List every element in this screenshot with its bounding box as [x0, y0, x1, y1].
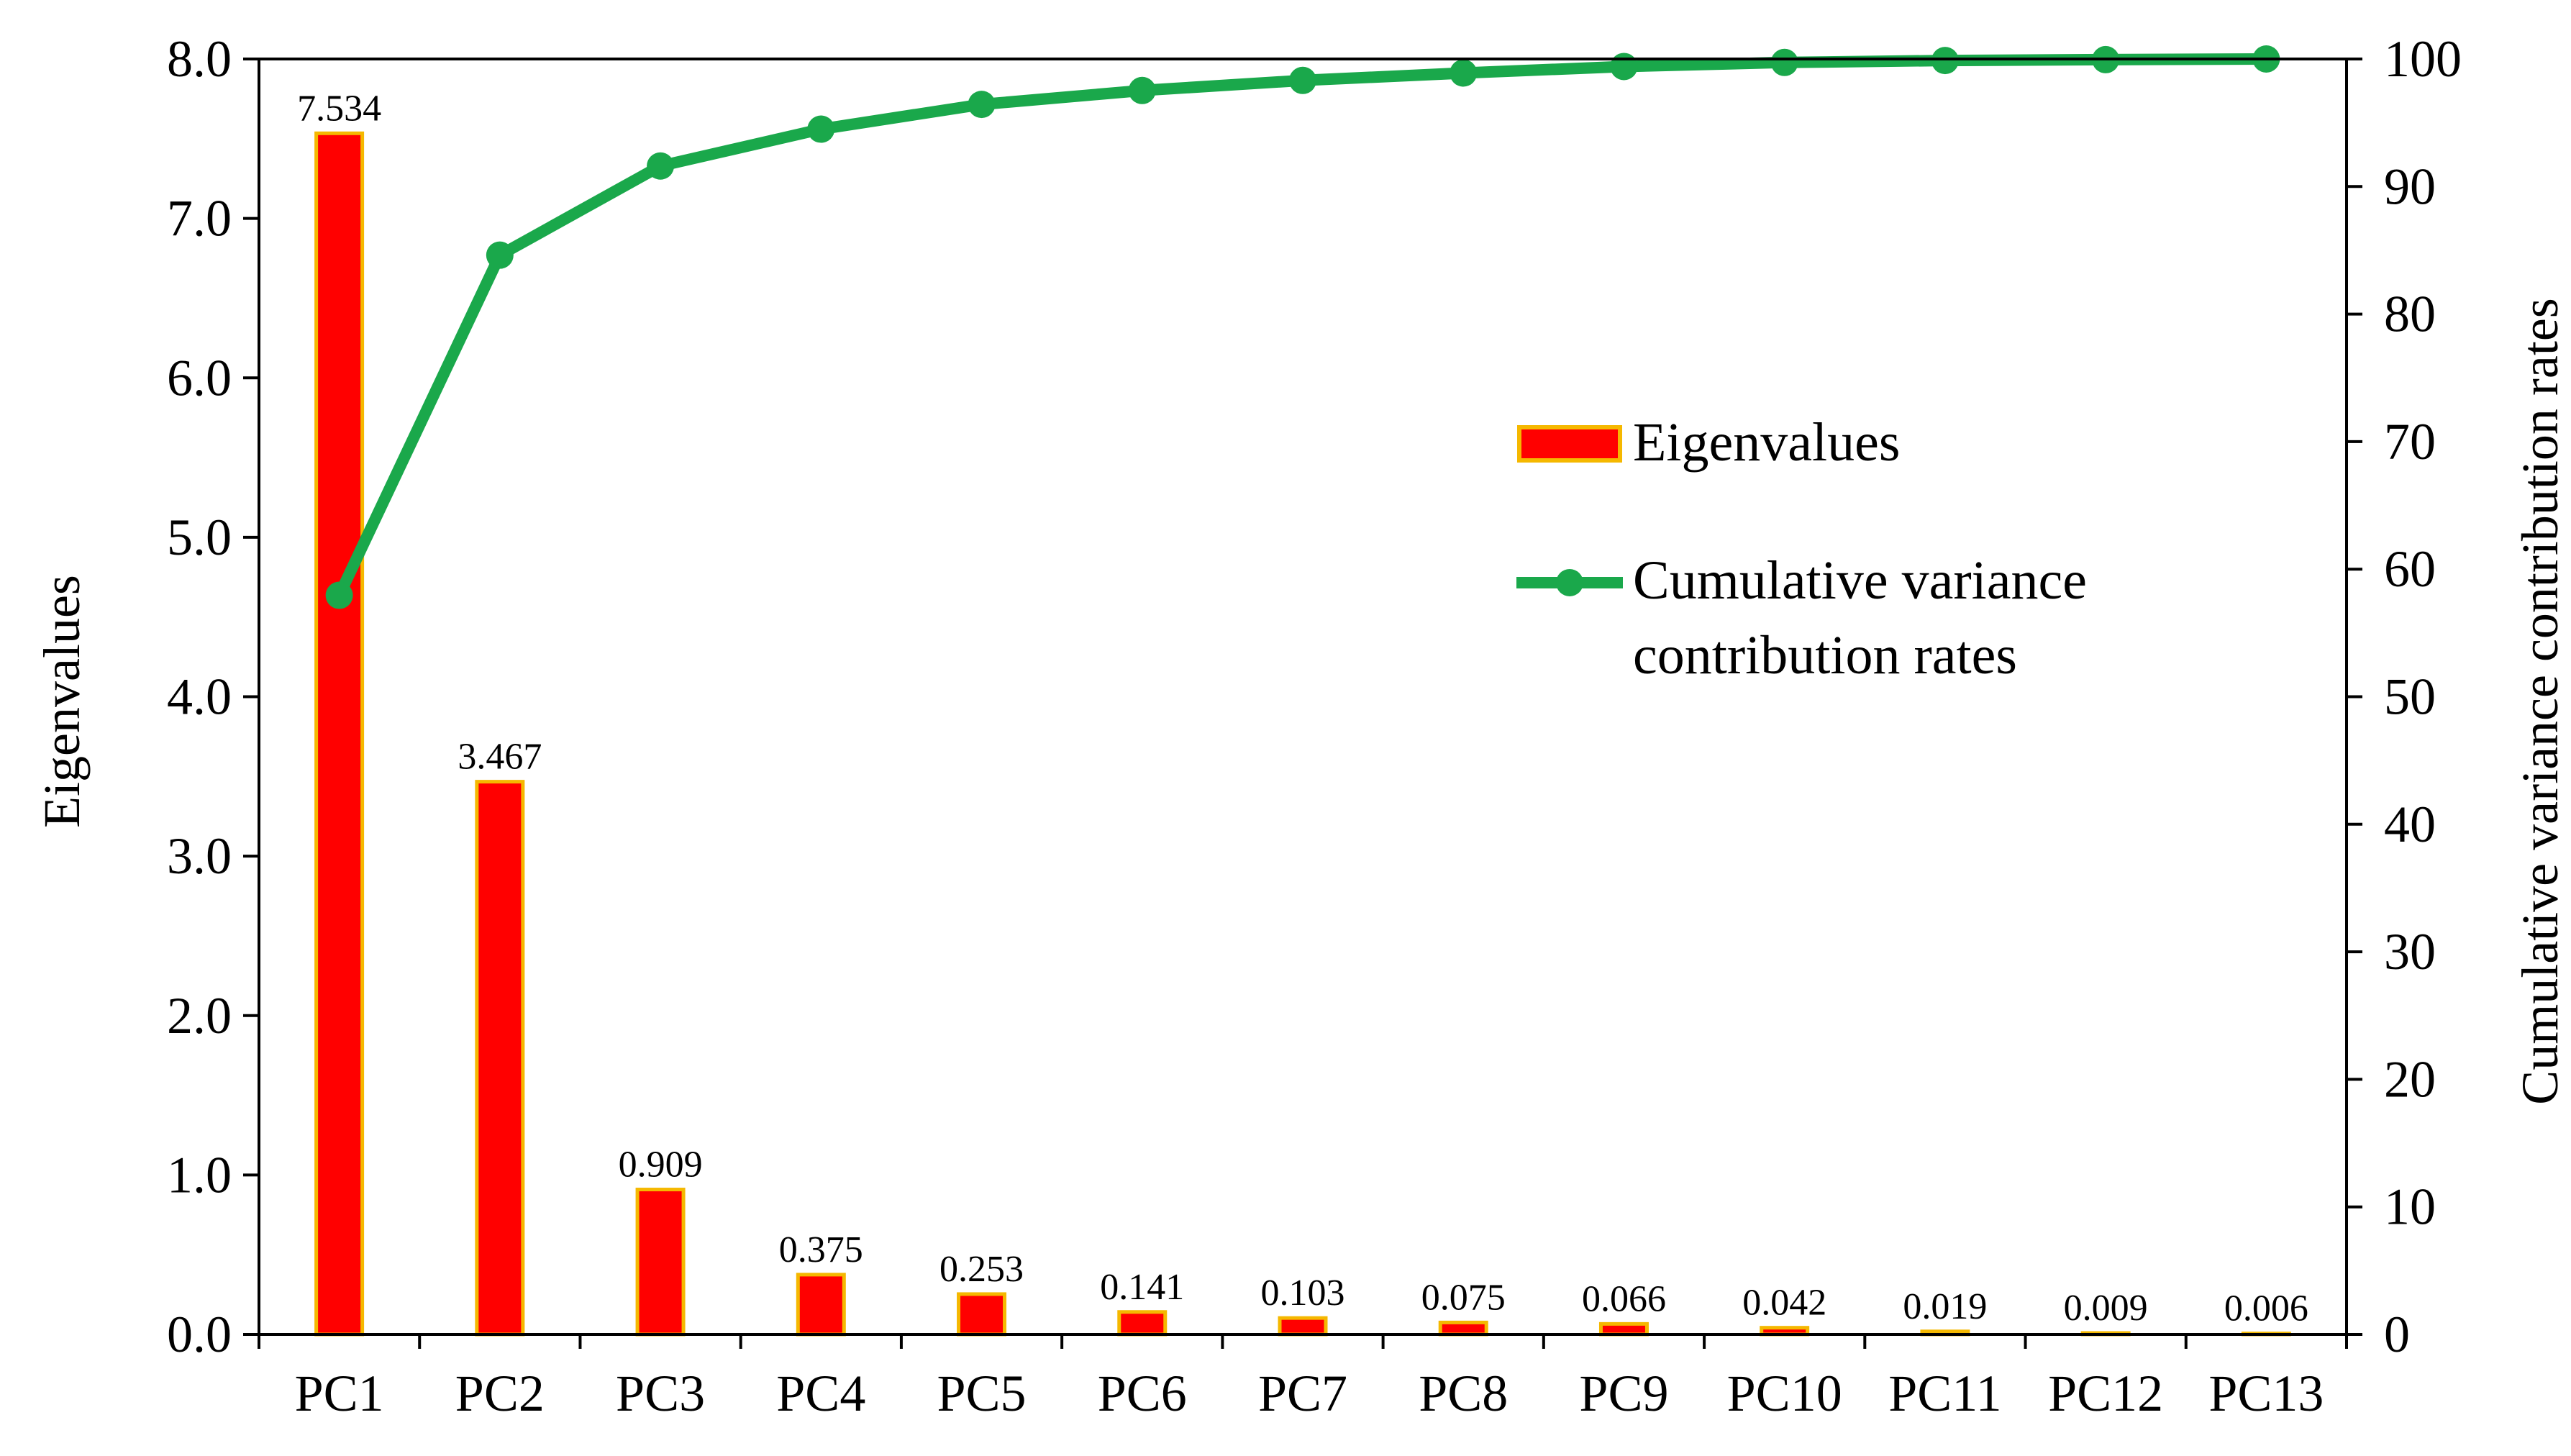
legend-cumulative-label-line2: contribution rates — [1633, 625, 2017, 686]
y-tick-label-right-20: 20 — [2384, 1050, 2436, 1108]
bar-PC5 — [957, 1292, 1007, 1337]
cumulative-point-PC7 — [1289, 66, 1316, 94]
y-tick-label-left-1.0: 1.0 — [167, 1146, 232, 1204]
x-tick-label-PC11: PC11 — [1888, 1365, 2001, 1422]
y-tick-label-left-0.0: 0.0 — [167, 1306, 232, 1363]
x-tick-label-PC2: PC2 — [455, 1365, 545, 1422]
y-tick-label-right-60: 60 — [2384, 540, 2436, 598]
y-tick-label-left-2.0: 2.0 — [167, 987, 232, 1045]
line-layer — [325, 45, 2280, 609]
cumulative-variance-line — [333, 53, 2272, 601]
y-tick-label-left-5.0: 5.0 — [167, 509, 232, 566]
y-tick-label-left-4.0: 4.0 — [167, 668, 232, 726]
bar-value-label-PC6: 0.141 — [1100, 1267, 1184, 1308]
x-tick-label-PC5: PC5 — [937, 1365, 1026, 1422]
y-axis-title-right: Cumulative variance contribution rates — [2511, 298, 2569, 1105]
x-tick-label-PC9: PC9 — [1579, 1365, 1668, 1422]
cumulative-point-PC8 — [1450, 59, 1478, 87]
cumulative-point-PC9 — [1610, 53, 1638, 81]
legend: Eigenvalues Cumulative variance contribu… — [1516, 412, 2087, 686]
bar-PC6 — [1117, 1310, 1168, 1337]
y-tick-label-right-70: 70 — [2384, 413, 2436, 470]
legend-cumulative-marker — [1556, 569, 1583, 596]
bar-value-label-PC1: 7.534 — [297, 88, 381, 129]
cumulative-point-PC11 — [1931, 47, 1959, 75]
x-tick-label-PC4: PC4 — [776, 1365, 865, 1422]
bar-value-label-PC7: 0.103 — [1261, 1273, 1345, 1314]
cumulative-point-PC6 — [1128, 76, 1156, 104]
bar-PC9 — [1598, 1321, 1649, 1337]
bar-value-label-PC10: 0.042 — [1742, 1283, 1826, 1324]
x-tick-label-PC8: PC8 — [1419, 1365, 1508, 1422]
bar-PC7 — [1278, 1316, 1328, 1337]
bar-value-label-PC9: 0.066 — [1582, 1278, 1666, 1319]
bar-PC1 — [314, 131, 365, 1337]
bar-value-label-PC12: 0.009 — [2064, 1288, 2148, 1329]
cumulative-point-PC5 — [968, 91, 996, 119]
legend-eigenvalues-label: Eigenvalues — [1633, 412, 1900, 473]
data-labels-layer: 7.534 3.467 0.909 0.375 0.253 0.141 0.103 0.075… — [297, 88, 2308, 1329]
x-tick-label-PC1: PC1 — [295, 1365, 384, 1422]
bar-value-label-PC13: 0.006 — [2224, 1288, 2308, 1329]
x-tick-label-PC7: PC7 — [1258, 1365, 1347, 1422]
y-tick-label-right-100: 100 — [2384, 30, 2462, 88]
bar-PC3 — [635, 1188, 686, 1337]
x-tick-label-PC12: PC12 — [2048, 1365, 2163, 1422]
legend-cumulative-label-line1: Cumulative variance — [1633, 550, 2087, 611]
y-tick-label-right-10: 10 — [2384, 1178, 2436, 1236]
bar-value-label-PC8: 0.075 — [1421, 1277, 1506, 1318]
cumulative-point-PC10 — [1770, 48, 1798, 76]
y-tick-label-right-90: 90 — [2384, 158, 2436, 215]
x-tick-label-PC6: PC6 — [1098, 1365, 1187, 1422]
y-tick-label-right-50: 50 — [2384, 668, 2436, 726]
x-tick-label-PC10: PC10 — [1727, 1365, 1842, 1422]
y-tick-label-left-7.0: 7.0 — [167, 190, 232, 247]
y-tick-label-right-0: 0 — [2384, 1306, 2410, 1363]
bar-value-label-PC5: 0.253 — [939, 1249, 1024, 1290]
bar-value-label-PC4: 0.375 — [779, 1229, 863, 1270]
y-tick-label-left-6.0: 6.0 — [167, 349, 232, 406]
legend-eigenvalues-swatch — [1517, 425, 1622, 463]
x-tick-label-PC3: PC3 — [616, 1365, 705, 1422]
bar-value-label-PC11: 0.019 — [1903, 1286, 1987, 1327]
cumulative-point-PC4 — [807, 115, 835, 143]
y-tick-label-right-40: 40 — [2384, 796, 2436, 853]
bar-PC4 — [796, 1273, 846, 1337]
cumulative-point-PC2 — [486, 241, 514, 269]
axes-layer: 0.0 1.0 2.0 3.0 4.0 5.0 6.0 7.0 8.0 0 10 20 30 40 50 60… — [167, 30, 2462, 1422]
y-tick-label-left-8.0: 8.0 — [167, 30, 232, 88]
cumulative-point-PC3 — [647, 152, 675, 180]
y-tick-label-right-30: 30 — [2384, 923, 2436, 980]
bar-value-label-PC2: 3.467 — [458, 737, 542, 778]
cumulative-point-PC1 — [325, 581, 353, 609]
bars-layer — [314, 131, 2291, 1337]
bar-PC2 — [475, 780, 525, 1337]
y-tick-label-right-80: 80 — [2384, 286, 2436, 343]
x-tick-label-PC13: PC13 — [2208, 1365, 2324, 1422]
y-axis-title-left: Eigenvalues — [33, 575, 91, 828]
bar-PC8 — [1438, 1320, 1488, 1337]
y-tick-label-left-3.0: 3.0 — [167, 827, 232, 885]
bar-value-label-PC3: 0.909 — [619, 1145, 703, 1186]
